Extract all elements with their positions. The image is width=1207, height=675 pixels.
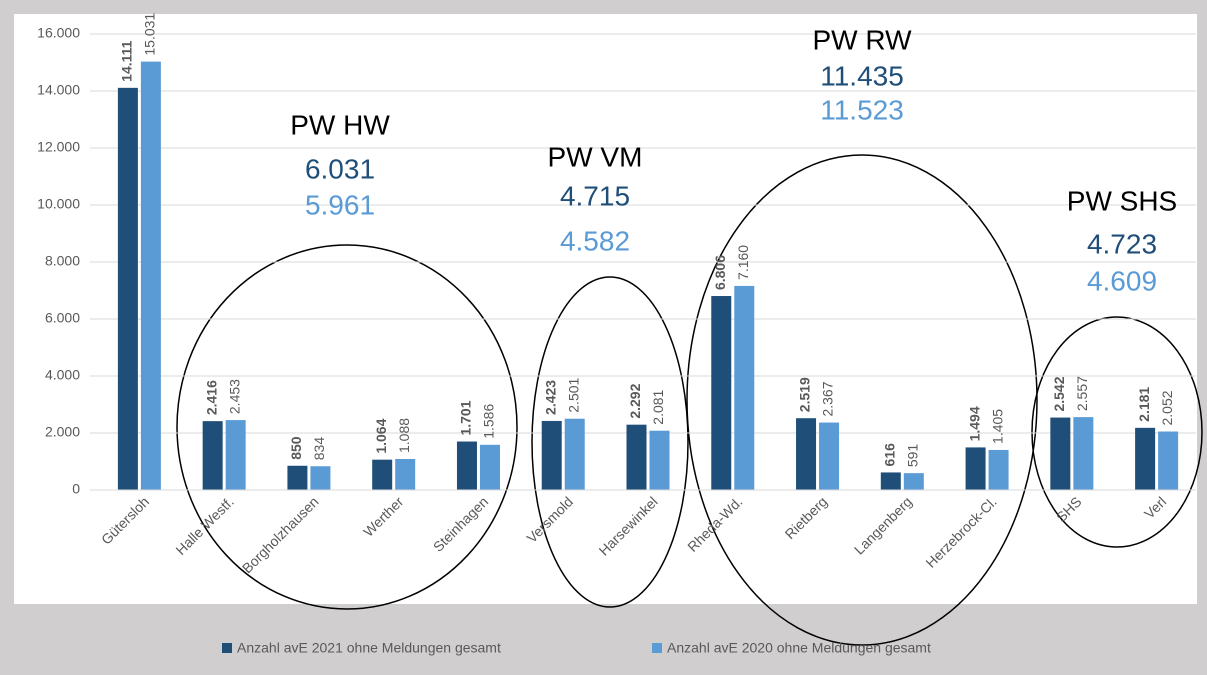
data-label: 834: [311, 437, 327, 461]
annotation-value: 11.523: [820, 94, 904, 125]
bar: [1135, 427, 1156, 490]
data-label: 2.453: [226, 379, 242, 414]
annotation-value: 4.582: [560, 225, 630, 256]
data-label: 2.501: [565, 377, 581, 412]
bar: [117, 87, 138, 491]
data-label: 1.088: [396, 418, 412, 453]
bar: [880, 472, 901, 490]
data-label: 1.405: [989, 409, 1005, 444]
bar: [734, 285, 755, 490]
legend-label: Anzahl avE 2021 ohne Meldungen gesamt: [237, 640, 501, 656]
data-label: 1.701: [458, 400, 474, 435]
ellipse: [1031, 316, 1203, 548]
legend-swatch: [652, 643, 662, 653]
plot-area: [14, 14, 1197, 604]
bar: [988, 449, 1009, 490]
data-label: 7.160: [735, 245, 751, 280]
data-label: 6.806: [712, 255, 728, 290]
bar: [541, 420, 562, 490]
data-label: 1.586: [481, 404, 497, 439]
y-tick-label: 2.000: [45, 424, 80, 440]
bar: [372, 459, 393, 490]
bar: [140, 61, 161, 490]
data-label: 2.081: [650, 389, 666, 424]
data-label: 616: [882, 443, 898, 467]
data-label: 15.031: [142, 13, 158, 56]
annotation-value: 4.715: [560, 180, 630, 211]
annotation-value: 11.435: [820, 60, 904, 91]
legend-label: Anzahl avE 2020 ohne Meldungen gesamt: [667, 640, 931, 656]
annotation-title: PW HW: [290, 109, 390, 140]
ellipse: [686, 154, 1038, 646]
bar: [649, 430, 670, 490]
annotation-title: PW RW: [812, 24, 912, 55]
bar: [564, 418, 585, 490]
data-label: 591: [905, 444, 921, 468]
data-label: 2.542: [1051, 376, 1067, 411]
annotation-value: 6.031: [305, 153, 375, 184]
data-label: 14.111: [119, 40, 135, 81]
group-ellipses: [176, 154, 1203, 646]
annotation-value: 4.723: [1087, 228, 1157, 259]
y-tick-label: 16.000: [37, 25, 80, 41]
data-label: 2.292: [627, 383, 643, 418]
y-tick-label: 4.000: [45, 367, 80, 383]
data-label: 1.494: [966, 406, 982, 441]
data-label: 2.416: [203, 380, 219, 415]
bar: [310, 466, 331, 490]
y-tick-label: 10.000: [37, 196, 80, 212]
bar: [395, 458, 416, 490]
annotation-value: 5.961: [305, 189, 375, 220]
data-label: 2.423: [542, 380, 558, 415]
bar: [1073, 417, 1094, 490]
bar: [202, 421, 223, 490]
annotation-value: 4.609: [1087, 265, 1157, 296]
bar: [796, 418, 817, 490]
data-label: 2.181: [1136, 387, 1152, 422]
annotation-title: PW SHS: [1067, 185, 1177, 216]
annotation-title: PW VM: [548, 141, 643, 172]
data-label: 2.557: [1074, 376, 1090, 411]
bar: [287, 465, 308, 490]
ellipse: [531, 276, 689, 608]
y-tick-label: 14.000: [37, 82, 80, 98]
bar: [965, 447, 986, 490]
bar: [903, 473, 924, 490]
data-label: 2.052: [1159, 390, 1175, 425]
bar: [1050, 417, 1071, 490]
data-label: 1.064: [373, 418, 389, 453]
ellipse: [176, 244, 518, 610]
bar: [711, 296, 732, 490]
bar: [819, 422, 840, 490]
bar: [225, 420, 246, 490]
bar: [479, 444, 500, 490]
legend-swatch: [222, 643, 232, 653]
y-tick-label: 8.000: [45, 253, 80, 269]
bar: [1158, 431, 1179, 490]
y-tick-label: 0: [72, 481, 80, 497]
bar: [626, 424, 647, 490]
bar: [456, 441, 477, 490]
data-label: 850: [288, 436, 304, 460]
data-label: 2.367: [820, 381, 836, 416]
data-label: 2.519: [797, 377, 813, 412]
y-tick-label: 6.000: [45, 310, 80, 326]
y-tick-label: 12.000: [37, 139, 80, 155]
